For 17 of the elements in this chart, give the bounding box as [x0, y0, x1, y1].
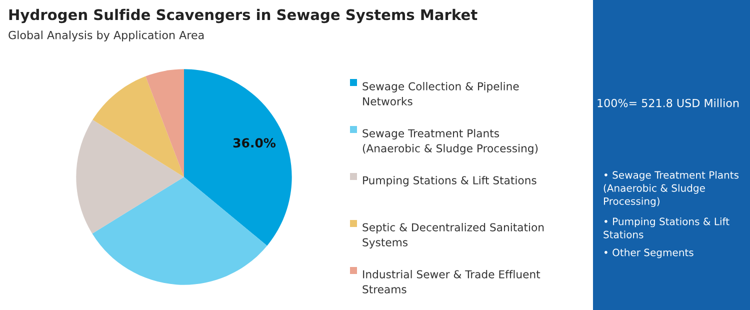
legend-label: Sewage Collection & Pipeline Networks — [362, 82, 519, 106]
pie-slice — [146, 69, 184, 177]
legend-label: Sewage Treatment Plants (Anaerobic & Sludge Processing) — [362, 129, 538, 154]
text: 100%= 521.8 USD Million — [598, 98, 739, 108]
pie-slice — [184, 69, 292, 246]
data-label: 36.0% — [233, 138, 276, 148]
chart-title: Hydrogen Sulfide Scavengers in Sewage Systems Market — [9, 8, 478, 24]
text: • Sewage Treatment Plants (Anaerobic & Sludge Processing) — [604, 171, 739, 207]
pie-slice — [92, 76, 184, 177]
chart-subtitle: Global Analysis by Application Area — [8, 30, 204, 42]
text: • Other Segments — [604, 248, 694, 258]
text: • Pumping Stations & Lift Stations — [604, 218, 730, 238]
legend-label: Septic & Decentralized Sanitation Systems — [362, 223, 544, 248]
legend-label: Pumping Stations & Lift Stations — [363, 176, 536, 186]
legend-label: Industrial Sewer & Trade Effluent Streams — [362, 270, 540, 294]
pie-slice — [92, 177, 268, 285]
pie-slice — [76, 120, 184, 234]
